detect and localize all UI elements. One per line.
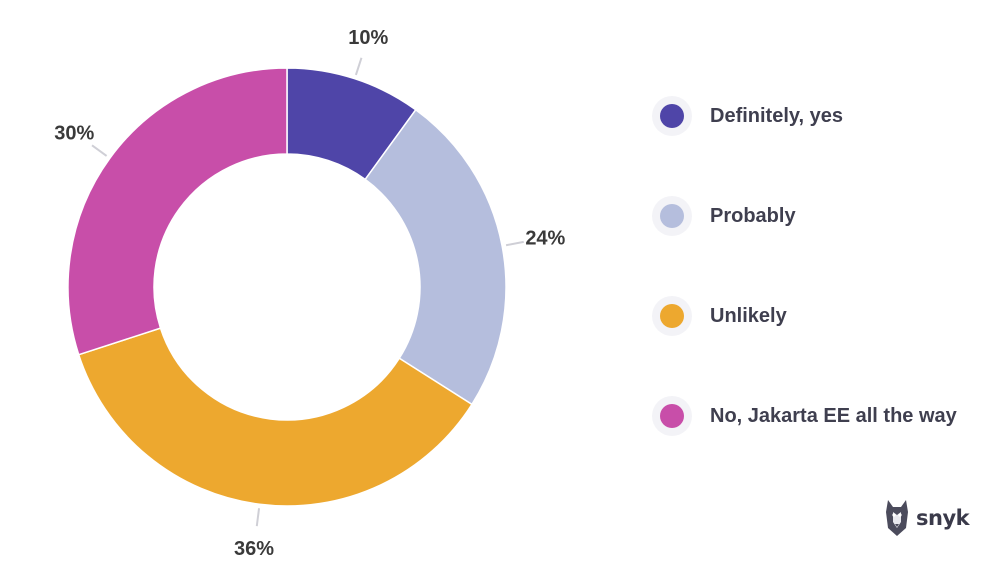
- legend-item-no-jakarta-ee[interactable]: No, Jakarta EE all the way: [652, 396, 957, 436]
- legend-swatch: [652, 196, 692, 236]
- label-leader-line: [505, 240, 524, 247]
- legend-item-definitely-yes[interactable]: Definitely, yes: [652, 96, 957, 136]
- legend-item-unlikely[interactable]: Unlikely: [652, 296, 957, 336]
- chart-legend: Definitely, yes Probably Unlikely No, Ja…: [652, 96, 957, 436]
- snyk-dog-logo-icon: [886, 500, 908, 536]
- legend-item-probably[interactable]: Probably: [652, 196, 957, 236]
- donut-slice-3[interactable]: [77, 327, 473, 507]
- legend-label: Probably: [710, 204, 796, 227]
- legend-swatch: [652, 96, 692, 136]
- label-leader-line: [354, 57, 363, 76]
- legend-swatch-dot: [660, 304, 684, 328]
- donut-slice-4[interactable]: [67, 67, 288, 356]
- slice-value-label: 10%: [348, 27, 388, 49]
- legend-label: No, Jakarta EE all the way: [710, 404, 957, 427]
- label-leader-line: [91, 144, 108, 157]
- legend-swatch-dot: [660, 404, 684, 428]
- slice-value-label: 24%: [525, 228, 565, 250]
- legend-swatch-dot: [660, 104, 684, 128]
- slice-value-label: 30%: [54, 122, 94, 144]
- slice-value-label: 36%: [234, 538, 274, 560]
- legend-label: Unlikely: [710, 304, 787, 327]
- legend-swatch: [652, 396, 692, 436]
- label-leader-line: [255, 508, 261, 527]
- legend-label: Definitely, yes: [710, 104, 844, 127]
- donut-slice-2[interactable]: [364, 108, 507, 406]
- brand-logo: snyk: [884, 498, 970, 538]
- brand-name: snyk: [916, 506, 970, 530]
- legend-swatch: [652, 296, 692, 336]
- legend-swatch-dot: [660, 204, 684, 228]
